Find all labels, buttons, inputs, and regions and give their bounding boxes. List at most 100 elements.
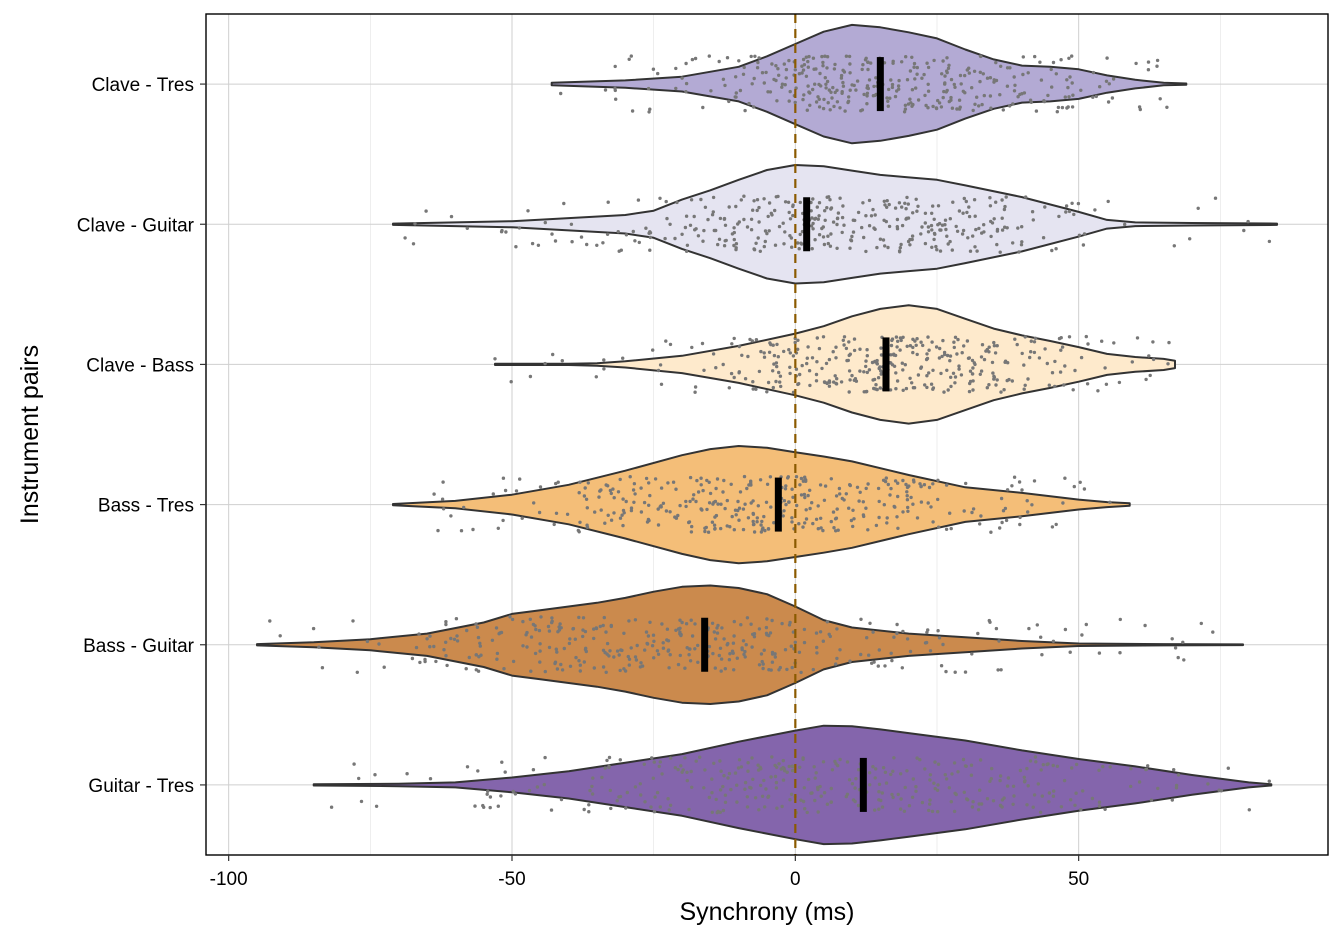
data-point bbox=[884, 476, 888, 480]
data-point bbox=[865, 94, 869, 98]
data-point bbox=[661, 501, 666, 505]
data-point bbox=[953, 375, 958, 379]
data-point bbox=[798, 372, 802, 377]
data-point bbox=[895, 217, 900, 222]
data-point bbox=[750, 339, 754, 343]
data-point bbox=[592, 636, 596, 641]
data-point bbox=[550, 616, 554, 620]
data-point bbox=[892, 364, 897, 368]
data-point bbox=[913, 77, 917, 81]
data-point bbox=[944, 90, 948, 94]
data-point bbox=[695, 478, 699, 483]
data-point bbox=[794, 367, 799, 371]
data-point bbox=[768, 631, 773, 635]
data-point bbox=[593, 510, 597, 514]
data-point bbox=[782, 62, 786, 66]
data-point bbox=[848, 483, 852, 488]
data-point bbox=[752, 76, 756, 81]
data-point bbox=[568, 664, 573, 668]
data-point bbox=[743, 108, 747, 113]
data-point bbox=[877, 807, 881, 811]
data-point bbox=[1051, 763, 1055, 768]
data-point bbox=[756, 504, 760, 508]
data-point bbox=[1069, 798, 1073, 802]
data-point bbox=[687, 520, 692, 524]
data-point bbox=[973, 362, 977, 367]
data-point bbox=[668, 803, 673, 807]
data-point bbox=[794, 475, 799, 479]
data-point bbox=[855, 79, 860, 83]
data-point bbox=[972, 69, 977, 74]
data-point bbox=[1031, 805, 1035, 809]
data-point bbox=[850, 373, 854, 378]
data-point bbox=[942, 390, 946, 394]
data-point bbox=[1018, 522, 1022, 527]
data-point bbox=[867, 368, 872, 372]
data-point bbox=[617, 653, 621, 657]
data-point bbox=[573, 637, 577, 641]
data-point bbox=[688, 223, 693, 227]
data-point bbox=[627, 663, 631, 667]
data-point bbox=[1267, 239, 1272, 244]
data-point bbox=[852, 517, 856, 521]
data-point bbox=[800, 363, 804, 368]
data-point bbox=[799, 493, 804, 497]
data-point bbox=[823, 380, 827, 385]
data-point bbox=[910, 795, 915, 799]
data-point bbox=[657, 764, 661, 769]
data-point bbox=[825, 620, 829, 624]
data-point bbox=[836, 211, 841, 215]
data-point bbox=[964, 481, 968, 486]
data-point bbox=[759, 652, 764, 656]
data-point bbox=[742, 474, 747, 479]
data-point bbox=[1028, 355, 1032, 360]
data-point bbox=[965, 210, 969, 215]
data-point bbox=[988, 204, 993, 208]
data-point bbox=[926, 65, 931, 70]
data-point bbox=[885, 521, 889, 525]
data-point bbox=[943, 81, 947, 85]
data-point bbox=[787, 623, 792, 627]
data-point bbox=[684, 249, 689, 253]
data-point bbox=[890, 792, 894, 797]
data-point bbox=[905, 195, 909, 200]
data-point bbox=[1149, 798, 1154, 802]
data-point bbox=[858, 490, 862, 494]
data-point bbox=[403, 236, 407, 240]
data-point bbox=[661, 646, 666, 650]
data-point bbox=[765, 231, 769, 236]
data-point bbox=[725, 498, 729, 503]
data-point bbox=[671, 480, 676, 484]
data-point bbox=[1029, 350, 1033, 354]
data-point bbox=[418, 660, 422, 665]
data-point bbox=[762, 197, 766, 201]
data-point bbox=[1064, 210, 1068, 214]
data-point bbox=[1101, 764, 1105, 769]
data-point bbox=[1144, 377, 1148, 382]
data-point bbox=[612, 655, 616, 659]
data-point bbox=[656, 368, 661, 373]
data-point bbox=[1025, 803, 1029, 807]
data-point bbox=[847, 340, 851, 344]
data-point bbox=[990, 766, 994, 771]
data-point bbox=[1144, 767, 1148, 772]
data-point bbox=[674, 516, 679, 520]
data-point bbox=[865, 636, 869, 640]
data-point bbox=[904, 386, 909, 391]
data-point bbox=[828, 634, 832, 639]
data-point bbox=[864, 249, 868, 254]
data-point bbox=[1062, 383, 1066, 387]
data-point bbox=[718, 759, 722, 763]
data-point bbox=[1031, 218, 1036, 222]
data-point bbox=[1017, 480, 1022, 484]
data-point bbox=[683, 756, 687, 760]
data-point bbox=[776, 67, 780, 71]
y-tick-label: Clave - Guitar bbox=[77, 215, 195, 236]
data-point bbox=[879, 346, 883, 350]
data-point bbox=[787, 764, 791, 769]
data-point bbox=[639, 486, 643, 490]
data-point bbox=[729, 482, 733, 486]
data-point bbox=[1067, 335, 1072, 339]
data-point bbox=[690, 785, 694, 789]
data-point bbox=[732, 619, 736, 624]
